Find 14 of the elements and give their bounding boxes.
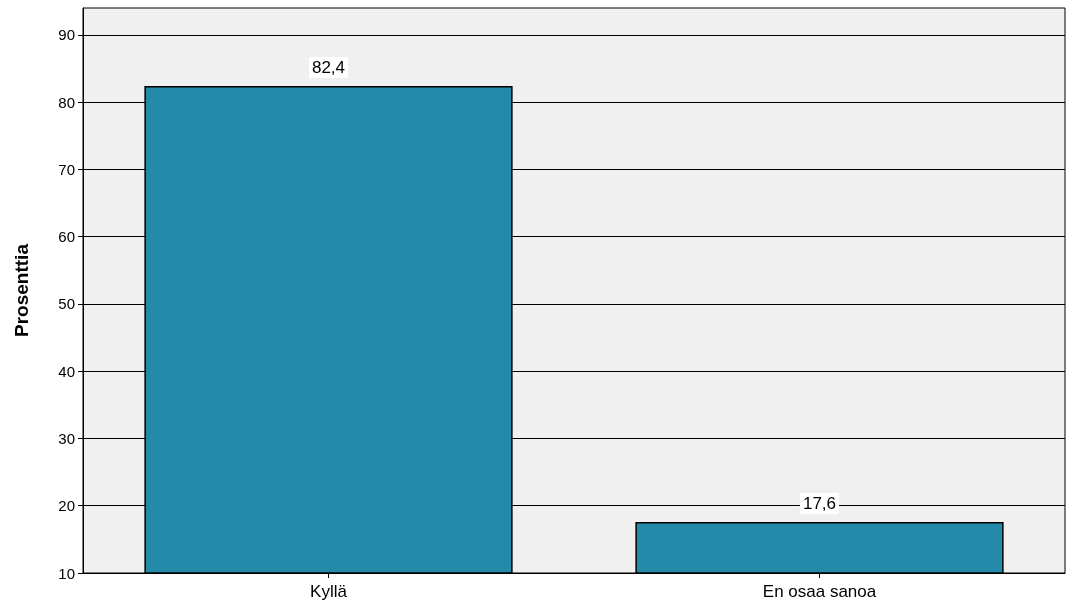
data-label: 82,4 [311,58,346,78]
y-tick-label: 10 [58,564,75,582]
y-tick-label: 50 [58,295,75,313]
y-tick-label: 70 [58,160,75,178]
y-axis-title: Prosenttia [11,243,32,337]
x-tick-label: En osaa sanoa [762,582,877,601]
x-tick-label: Kyllä [310,582,348,601]
data-label: 17,6 [802,493,837,513]
y-tick-label: 30 [58,429,75,447]
y-tick-label: 40 [58,362,75,380]
y-tick-label: 80 [58,93,75,111]
y-tick-label: 90 [58,26,75,44]
y-tick-label: 60 [58,228,75,246]
y-tick-label: 20 [58,497,75,515]
